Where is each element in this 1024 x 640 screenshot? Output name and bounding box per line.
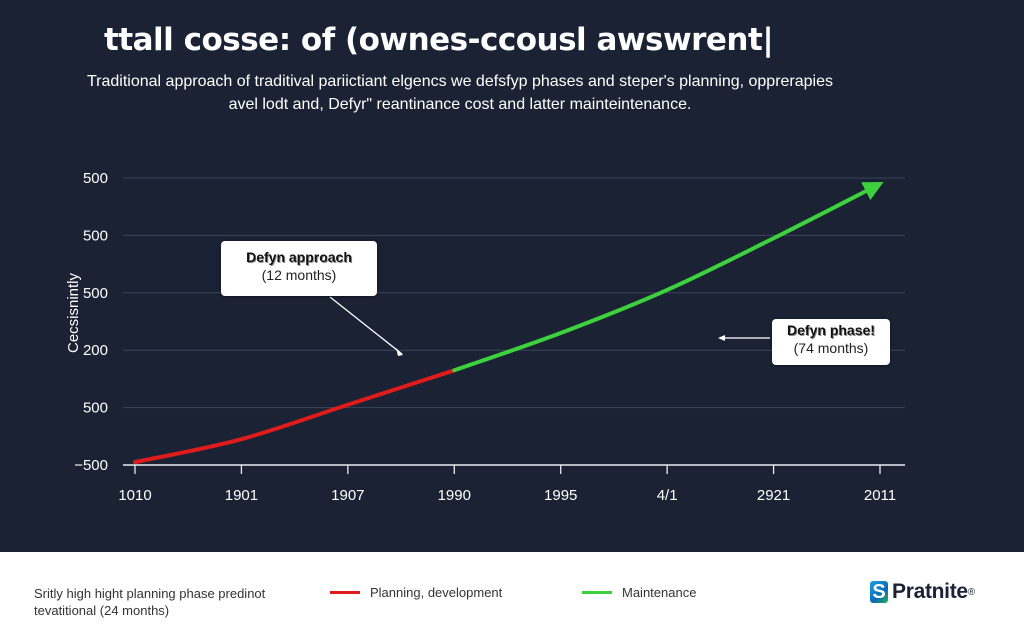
- x-tick-label: 2011: [864, 487, 896, 504]
- legend-swatch-maintenance: [582, 591, 612, 594]
- callout-pointer-2-head: [718, 335, 725, 341]
- callout-pointer-1: [329, 296, 403, 355]
- page-subtitle: Traditional approach of traditival parii…: [86, 73, 833, 113]
- annotation-subtitle: (12 months): [261, 267, 337, 283]
- y-tick-label: 500: [83, 400, 108, 417]
- footer-note: Sritly high hight planning phase predino…: [34, 586, 266, 618]
- x-tick-label: 1995: [544, 487, 577, 504]
- chart-series: [133, 182, 884, 465]
- x-axis-ticks: 1010 1901 1907 1990 1995 4/1 2921 2011: [118, 465, 896, 504]
- series-line-maintenance: [452, 182, 884, 373]
- legend-label-maintenance: Maintenance: [622, 585, 697, 600]
- x-tick-label: 1990: [438, 487, 471, 504]
- logo-mark-icon: S: [870, 581, 888, 603]
- x-tick-label: 1901: [225, 487, 258, 504]
- callout-pointer-1-head: [396, 348, 403, 356]
- x-tick-label: 2921: [757, 487, 790, 504]
- chart-panel: ttall cosse: of (ownes-ccousl awswrent| …: [0, 0, 1024, 552]
- line-chart: 500 500 500 200 500 −500 1010 1901 1907 1990 1995…: [65, 170, 905, 504]
- y-tick-label: 500: [83, 170, 108, 187]
- legend-swatch-planning: [330, 591, 360, 594]
- y-tick-label: 500: [83, 285, 108, 302]
- annotation-defyn-approach: Defyn approach (12 months): [221, 241, 377, 296]
- annotation-title: Defyn phase!: [787, 322, 875, 338]
- series-line-planning: [133, 368, 457, 465]
- legend-label-planning: Planning, development: [370, 585, 503, 600]
- x-tick-label: 4/1: [657, 487, 678, 504]
- y-tick-label: 500: [83, 227, 108, 244]
- page-title: ttall cosse: of (ownes-ccousl awswrent|: [104, 22, 774, 58]
- footer: Sritly high hight planning phase predino…: [0, 552, 1024, 640]
- x-tick-label: 1010: [118, 487, 151, 504]
- annotation-subtitle: (74 months): [793, 340, 869, 356]
- logo-text: Pratnite: [892, 580, 968, 603]
- annotation-defyn-phase: Defyn phase! (74 months): [772, 319, 890, 365]
- y-axis-label: Cecsisnintly: [65, 272, 82, 353]
- legend-item-planning: Planning, development: [330, 585, 502, 600]
- y-axis-ticks: 500 500 500 200 500 −500: [74, 170, 108, 474]
- x-tick-label: 1907: [331, 487, 364, 504]
- callout-pointers: [329, 296, 770, 356]
- brand-logo: S Pratnite ®: [870, 580, 975, 604]
- annotation-title: Defyn approach: [246, 249, 352, 265]
- y-tick-label: −500: [74, 457, 108, 474]
- legend-item-maintenance: Maintenance: [582, 585, 696, 600]
- y-tick-label: 200: [83, 342, 108, 359]
- registered-icon: ®: [967, 586, 976, 598]
